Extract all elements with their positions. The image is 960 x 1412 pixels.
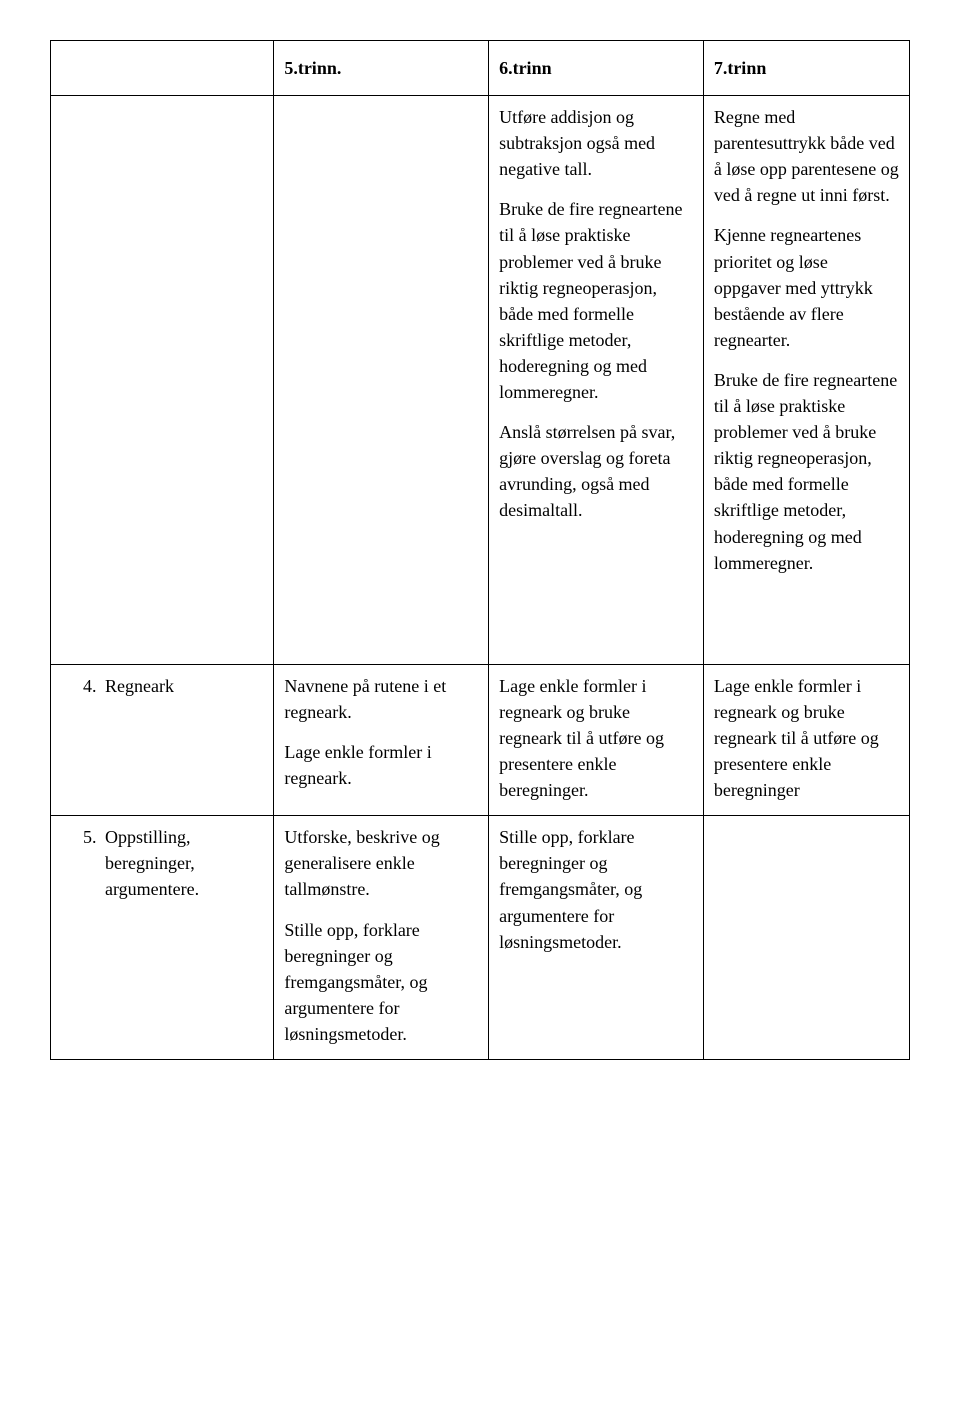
cell-paragraph: Bruke de fire regneartene til å løse pra…: [714, 367, 899, 576]
cell-7trinn: [703, 816, 909, 1060]
col-header-7trinn: 7.trinn: [703, 41, 909, 96]
cell-7trinn: Regne med parentesuttrykk både ved å løs…: [703, 96, 909, 665]
cell-paragraph: Navnene på rutene i et regneark.: [284, 673, 478, 725]
row-label: Regneark: [51, 664, 274, 815]
cell-paragraph: Utforske, beskrive og generalisere enkle…: [284, 824, 478, 902]
cell-paragraph: Lage enkle formler i regneark og bruke r…: [499, 673, 693, 803]
cell-5trinn: Utforske, beskrive og generalisere enkle…: [274, 816, 489, 1060]
row-label-text: Oppstilling, beregninger, argumentere.: [105, 827, 199, 899]
cell-7trinn: Lage enkle formler i regneark og bruke r…: [703, 664, 909, 815]
cell-6trinn: Utføre addisjon og subtraksjon også med …: [489, 96, 704, 665]
cell-paragraph: Utføre addisjon og subtraksjon også med …: [499, 104, 693, 182]
cell-paragraph: Lage enkle formler i regneark og bruke r…: [714, 673, 899, 803]
table-row: Utføre addisjon og subtraksjon også med …: [51, 96, 910, 665]
cell-5trinn: Navnene på rutene i et regneark. Lage en…: [274, 664, 489, 815]
col-header-5trinn: 5.trinn.: [274, 41, 489, 96]
col-header-6trinn: 6.trinn: [489, 41, 704, 96]
cell-paragraph: Stille opp, forklare beregninger og frem…: [499, 824, 693, 954]
cell-paragraph: Kjenne regneartenes prioritet og løse op…: [714, 222, 899, 352]
table-row: Oppstilling, beregninger, argumentere. U…: [51, 816, 910, 1060]
curriculum-table: 5.trinn. 6.trinn 7.trinn Utføre addisjon…: [50, 40, 910, 1060]
cell-5trinn: [274, 96, 489, 665]
cell-paragraph: Bruke de fire regneartene til å løse pra…: [499, 196, 693, 405]
cell-6trinn: Stille opp, forklare beregninger og frem…: [489, 816, 704, 1060]
row-label: [51, 96, 274, 665]
cell-paragraph: Anslå størrelsen på svar, gjøre overslag…: [499, 419, 693, 523]
col-header-blank: [51, 41, 274, 96]
table-row: Regneark Navnene på rutene i et regneark…: [51, 664, 910, 815]
table-header-row: 5.trinn. 6.trinn 7.trinn: [51, 41, 910, 96]
cell-paragraph: Regne med parentesuttrykk både ved å løs…: [714, 104, 899, 208]
cell-6trinn: Lage enkle formler i regneark og bruke r…: [489, 664, 704, 815]
row-label: Oppstilling, beregninger, argumentere.: [51, 816, 274, 1060]
row-label-text: Regneark: [105, 676, 174, 696]
cell-paragraph: Stille opp, forklare beregninger og frem…: [284, 917, 478, 1047]
cell-paragraph: Lage enkle formler i regneark.: [284, 739, 478, 791]
